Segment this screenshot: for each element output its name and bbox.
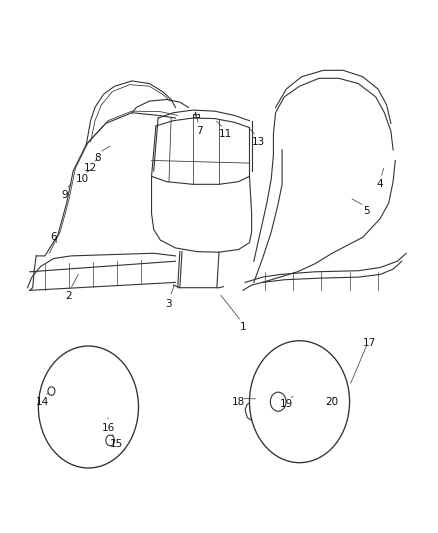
Bar (264, 369, 274, 375)
Circle shape (106, 435, 115, 446)
Text: 1: 1 (240, 322, 246, 333)
Text: 15: 15 (110, 439, 124, 449)
Text: 12: 12 (84, 164, 97, 173)
Circle shape (48, 387, 55, 395)
Bar (294, 369, 305, 375)
Bar (322, 369, 333, 375)
Text: 8: 8 (94, 153, 100, 163)
Circle shape (250, 341, 350, 463)
Text: 20: 20 (325, 397, 339, 407)
Text: 16: 16 (101, 423, 115, 433)
Text: 2: 2 (66, 290, 72, 301)
Text: 14: 14 (36, 397, 49, 407)
Text: 10: 10 (75, 174, 88, 184)
Text: 11: 11 (219, 129, 232, 139)
Text: 3: 3 (166, 298, 172, 309)
Text: 7: 7 (196, 126, 203, 136)
Text: 17: 17 (363, 338, 376, 349)
Text: 9: 9 (61, 190, 68, 200)
Circle shape (39, 346, 138, 468)
Text: 19: 19 (280, 399, 293, 409)
Bar (193, 114, 199, 117)
Text: 18: 18 (232, 397, 245, 407)
Text: 13: 13 (251, 137, 265, 147)
Text: 5: 5 (364, 206, 370, 216)
Text: 4: 4 (377, 179, 383, 189)
Text: 6: 6 (50, 232, 57, 243)
